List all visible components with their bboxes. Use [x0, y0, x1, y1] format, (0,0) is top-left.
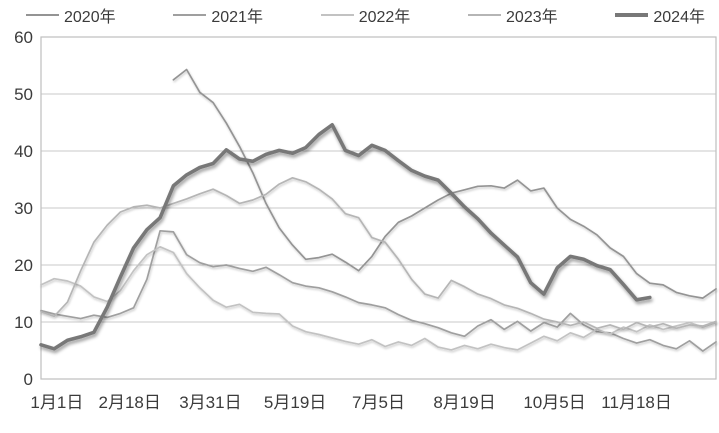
legend-label-2020年: 2020年	[64, 9, 116, 26]
series-line-2021年	[40, 229, 717, 352]
legend-label-2023年: 2023年	[506, 9, 558, 26]
x-axis-labels: 1月1日 2月18日 3月31日 5月19日 7月5日 8月19日 10月5日 11月18日	[30, 393, 671, 412]
legend-item-2022年: 2022年	[320, 3, 411, 27]
legend-item-2020年: 2020年	[26, 3, 116, 27]
legend-label-2021年: 2021年	[211, 9, 263, 26]
y-axis-labels: 0 10 20 30 40 50 60	[14, 28, 33, 389]
y-tick-label-60: 60	[14, 28, 33, 47]
x-tick-label-2: 2月18日	[98, 393, 160, 412]
legend-label-2024年: 2024年	[653, 9, 705, 26]
legend-item-2021年: 2021年	[173, 3, 263, 27]
legend-item-2023年: 2023年	[468, 3, 558, 27]
x-tick-label-5: 7月5日	[352, 393, 405, 412]
series-line-2020年	[172, 68, 717, 299]
y-tick-label-10: 10	[14, 313, 33, 332]
plot-border	[40, 36, 717, 380]
x-tick-label-6: 8月19日	[433, 393, 495, 412]
legend-line-swatch-2024年	[615, 13, 649, 17]
y-tick-label-40: 40	[14, 142, 33, 161]
series-line-2024年	[39, 123, 652, 351]
x-tick-label-1: 1月1日	[30, 393, 83, 412]
legend-line-swatch-2023年	[468, 14, 502, 16]
legend-line-swatch-2020年	[26, 14, 59, 16]
grid-lines	[41, 36, 716, 323]
y-tick-label-0: 0	[24, 370, 33, 389]
x-tick-label-7: 10月5日	[523, 393, 585, 412]
legend-line-swatch-2021年	[173, 14, 207, 16]
y-tick-label-30: 30	[14, 199, 33, 218]
y-tick-label-20: 20	[14, 256, 33, 275]
x-tick-label-3: 3月31日	[179, 393, 241, 412]
x-tick-label-4: 5月19日	[264, 393, 326, 412]
series-line-2023年	[40, 176, 717, 331]
legend-item-2024年: 2024年	[615, 3, 705, 27]
x-tick-label-8: 11月18日	[601, 393, 672, 412]
chart-legend: 2020年 2021年 2022年 2023年 2024年	[26, 3, 705, 27]
y-tick-label-50: 50	[14, 85, 33, 104]
legend-line-swatch-2022年	[320, 14, 354, 16]
legend-label-2022年: 2022年	[358, 9, 411, 26]
series-line-2022年	[40, 245, 717, 351]
